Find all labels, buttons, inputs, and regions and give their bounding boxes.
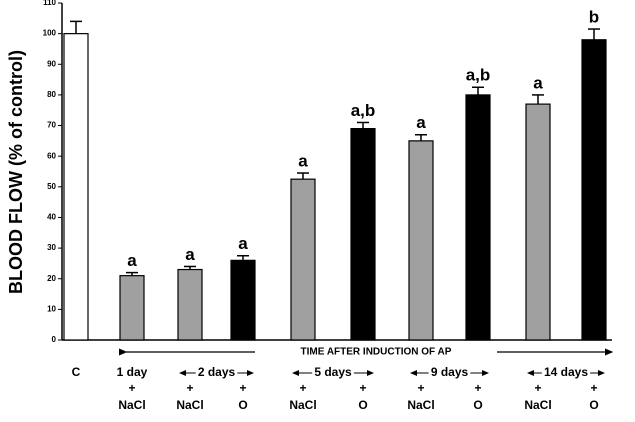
x-tick-label: NaCl bbox=[118, 398, 145, 412]
x-tick-label: O bbox=[358, 398, 367, 412]
plus-sign: + bbox=[474, 381, 481, 395]
y-tick-label: 80 bbox=[47, 90, 56, 99]
bar bbox=[177, 268, 203, 341]
annotation: a,b bbox=[351, 101, 376, 120]
bar bbox=[408, 140, 434, 341]
y-tick-label: 50 bbox=[47, 182, 56, 191]
annotation: a bbox=[127, 251, 137, 270]
y-tick-label: 100 bbox=[43, 29, 57, 38]
group-label: 14 days bbox=[544, 365, 588, 379]
plus-sign: + bbox=[359, 381, 366, 395]
bar bbox=[63, 33, 89, 341]
group-label: 2 days bbox=[198, 365, 236, 379]
x-tick-label: O bbox=[238, 398, 247, 412]
y-tick-label: 20 bbox=[47, 274, 56, 283]
x-axis-label: TIME AFTER INDUCTION OF AP bbox=[301, 347, 452, 358]
x-tick-label: NaCl bbox=[524, 398, 551, 412]
x-tick-label: O bbox=[473, 398, 482, 412]
annotation: b bbox=[589, 8, 599, 27]
annotation: a bbox=[238, 234, 248, 253]
x-tick-label: NaCl bbox=[176, 398, 203, 412]
annotation: a bbox=[533, 73, 543, 92]
annotation: a bbox=[416, 113, 426, 132]
group-label: 1 day bbox=[117, 365, 148, 379]
group-label: 9 days bbox=[431, 365, 469, 379]
plus-sign: + bbox=[239, 381, 246, 395]
annotation: a bbox=[298, 152, 308, 171]
y-tick-label: 110 bbox=[43, 0, 56, 7]
group-label: 5 days bbox=[314, 365, 352, 379]
bar bbox=[350, 128, 376, 341]
y-tick-label: 0 bbox=[52, 335, 57, 344]
bar bbox=[230, 259, 256, 341]
y-tick-label: 70 bbox=[47, 121, 56, 130]
bar bbox=[581, 39, 607, 341]
bar bbox=[465, 94, 491, 341]
plus-sign: + bbox=[299, 381, 306, 395]
annotation: a,b bbox=[466, 66, 491, 85]
x-tick-label: NaCl bbox=[289, 398, 316, 412]
y-tick-label: 90 bbox=[47, 59, 56, 68]
plus-sign: + bbox=[534, 381, 541, 395]
x-tick-label: O bbox=[589, 398, 598, 412]
label-bg bbox=[255, 346, 497, 358]
bar bbox=[525, 103, 551, 341]
x-tick-label: NaCl bbox=[407, 398, 434, 412]
y-tick-label: 40 bbox=[47, 213, 56, 222]
plus-sign: + bbox=[590, 381, 597, 395]
y-axis-label: BLOOD FLOW (% of control) bbox=[6, 50, 26, 294]
x-tick-label: C bbox=[72, 365, 81, 379]
bar bbox=[290, 178, 316, 341]
y-tick-label: 30 bbox=[47, 243, 56, 252]
plus-sign: + bbox=[417, 381, 424, 395]
annotation: a bbox=[185, 245, 195, 264]
y-tick-label: 10 bbox=[47, 304, 56, 313]
plus-sign: + bbox=[128, 381, 135, 395]
bar bbox=[119, 275, 145, 341]
y-tick-label: 60 bbox=[47, 151, 56, 160]
plus-sign: + bbox=[186, 381, 193, 395]
